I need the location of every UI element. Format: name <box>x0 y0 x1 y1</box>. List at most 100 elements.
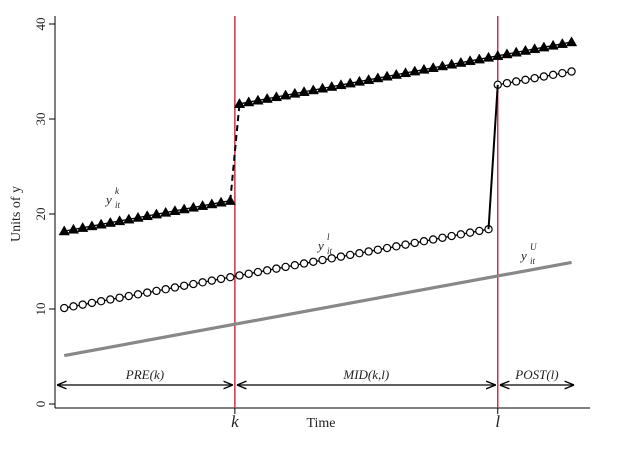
circle-marker <box>410 238 419 248</box>
triangle-marker <box>565 36 578 47</box>
triangle-marker <box>344 77 356 88</box>
circle-marker <box>539 72 549 81</box>
circle-marker <box>170 283 180 292</box>
circle-marker <box>69 302 78 311</box>
triangle-marker <box>409 65 421 76</box>
circle-marker <box>272 264 281 273</box>
y-tick-label: 0 <box>33 401 48 408</box>
triangle-marker <box>178 203 190 214</box>
series-label-main: y <box>316 238 324 253</box>
circle-marker <box>456 230 466 239</box>
triangle-marker <box>353 75 366 86</box>
triangle-marker <box>335 79 347 90</box>
triangle-marker <box>113 215 126 226</box>
circle-marker <box>447 231 456 241</box>
triangle-marker <box>326 80 338 91</box>
circle-marker <box>115 293 124 302</box>
triangle-marker <box>390 68 402 79</box>
triangle-marker <box>215 196 227 207</box>
triangle-marker <box>547 39 559 50</box>
series-label-superscript: k <box>115 186 120 196</box>
circle-marker <box>106 295 115 304</box>
series-label-superscript: l <box>327 232 330 242</box>
triangle-marker <box>399 67 412 78</box>
circle-marker <box>336 252 346 261</box>
series-jump-line <box>487 84 499 230</box>
circle-marker <box>235 271 244 280</box>
circle-marker <box>392 242 401 251</box>
circle-marker <box>345 250 355 260</box>
triangle-marker <box>243 96 255 107</box>
period-label: PRE(k) <box>125 367 164 382</box>
circle-marker <box>161 284 170 294</box>
circle-marker <box>364 247 373 256</box>
triangle-marker <box>298 86 310 96</box>
triangle-marker <box>150 208 163 219</box>
y-tick-label: 40 <box>33 18 48 31</box>
circle-marker <box>521 75 530 85</box>
series-group <box>58 36 578 358</box>
circle-marker <box>567 67 576 76</box>
triangle-marker <box>501 48 513 59</box>
circle-marker <box>78 300 87 309</box>
triangle-marker <box>436 60 449 71</box>
circle-marker <box>309 257 318 266</box>
circle-marker <box>124 291 133 301</box>
circle-marker <box>290 260 300 270</box>
series-label-subscript: it <box>327 246 333 256</box>
series-label-main: y <box>519 248 527 263</box>
series-label: yl it <box>316 232 333 256</box>
circle-marker <box>502 78 512 88</box>
circle-marker <box>262 266 272 275</box>
event-label: l <box>495 412 500 431</box>
triangle-marker <box>132 211 144 222</box>
series-label: yk it <box>104 186 121 210</box>
series-jump-line <box>229 103 241 201</box>
series-label-subscript: it <box>115 200 121 210</box>
triangle-marker <box>187 201 199 212</box>
triangle-marker <box>289 87 301 98</box>
circle-marker <box>419 236 429 246</box>
circle-marker <box>179 281 189 290</box>
series-label-subscript: it <box>530 256 536 266</box>
triangle-marker <box>77 222 89 232</box>
event-label: k <box>231 412 239 431</box>
circle-marker <box>198 278 207 287</box>
triangle-marker <box>418 63 430 74</box>
triangle-marker <box>206 198 218 209</box>
circle-marker <box>244 269 253 278</box>
y-tick-label: 10 <box>33 303 48 316</box>
circle-marker <box>548 70 558 80</box>
circle-marker <box>428 235 438 244</box>
triangle-marker <box>307 84 319 95</box>
circle-marker <box>207 276 217 285</box>
series <box>58 36 578 236</box>
circle-marker <box>216 274 226 284</box>
circle-marker <box>530 73 539 83</box>
triangle-marker <box>519 44 532 55</box>
y-tick-label: 20 <box>33 208 48 221</box>
triangle-marker <box>104 216 116 227</box>
axes: 0 10 20 30 40 Units of y Time <box>9 16 590 431</box>
triangle-marker <box>455 56 467 67</box>
triangle-marker <box>446 58 458 69</box>
circle-marker <box>60 303 69 313</box>
y-tick-label: 30 <box>33 113 48 126</box>
circle-marker <box>465 228 475 237</box>
triangle-marker <box>196 200 209 210</box>
y-axis-label: Units of y <box>9 186 24 242</box>
circle-marker <box>87 298 97 308</box>
triangle-marker <box>86 220 98 231</box>
series-label-superscript: U <box>530 242 537 252</box>
circle-marker <box>281 262 290 272</box>
triangle-marker <box>482 51 495 62</box>
triangle-marker <box>123 213 135 224</box>
circle-marker <box>558 68 567 78</box>
triangle-marker <box>529 43 541 54</box>
circle-marker <box>318 255 327 265</box>
triangle-marker <box>316 82 329 93</box>
circle-marker <box>327 254 336 263</box>
